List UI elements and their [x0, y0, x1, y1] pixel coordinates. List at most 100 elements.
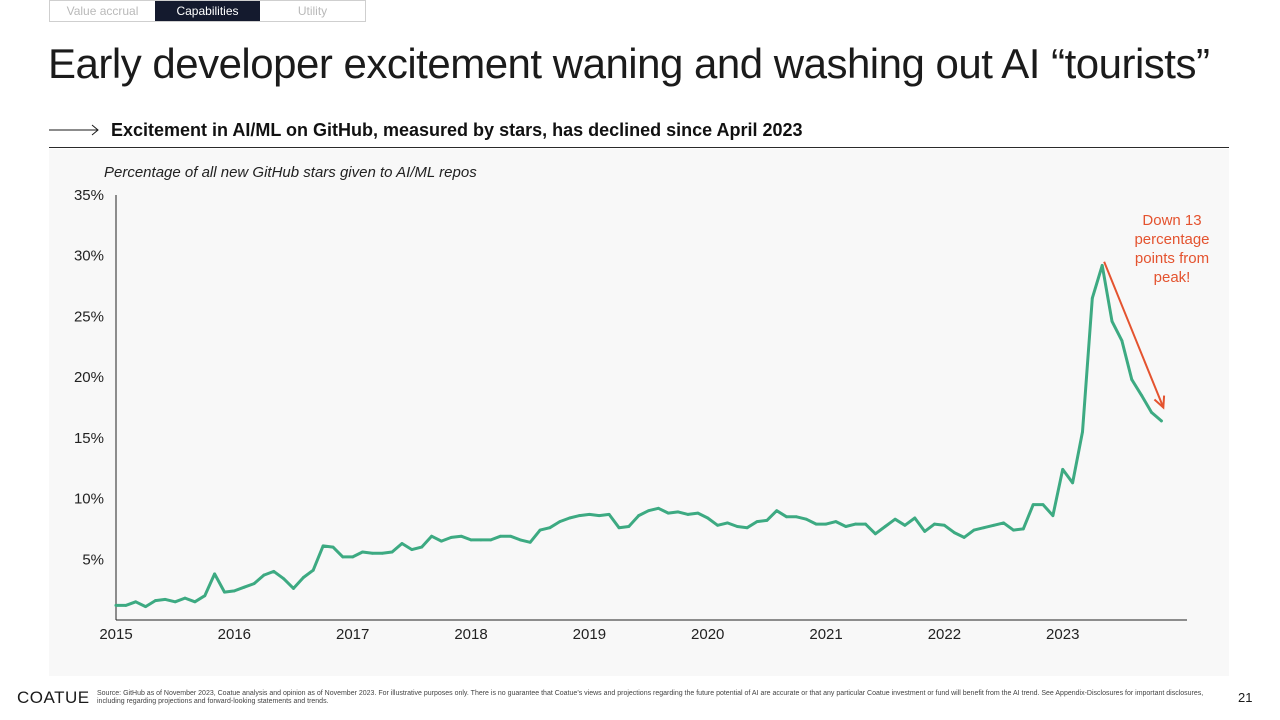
data-point: [1150, 410, 1153, 414]
data-point: [972, 528, 976, 532]
annotation-text: Down 13: [1142, 212, 1201, 229]
tab-value-accrual[interactable]: Value accrual: [66, 4, 139, 18]
data-point: [1021, 527, 1025, 531]
data-point: [528, 540, 532, 544]
data-point: [755, 520, 759, 524]
data-point: [311, 568, 315, 572]
data-point: [686, 512, 690, 516]
data-point: [232, 589, 236, 593]
data-point: [942, 523, 946, 527]
data-point: [183, 596, 187, 600]
data-point: [459, 534, 463, 538]
data-point: [726, 521, 729, 525]
data-point: [509, 534, 512, 538]
data-point: [479, 538, 483, 542]
data-point: [706, 516, 710, 520]
tab-capabilities[interactable]: Capabilities: [155, 1, 260, 21]
data-point: [341, 555, 345, 559]
data-point: [607, 512, 611, 516]
data-point: [568, 516, 572, 520]
annotation-arrowhead-icon: [1153, 395, 1166, 410]
data-point: [1071, 481, 1075, 485]
data-point: [1041, 503, 1045, 507]
annotation-text: points from: [1135, 250, 1209, 267]
data-point: [1090, 296, 1094, 300]
data-point: [637, 514, 641, 517]
data-point: [440, 539, 443, 543]
data-point: [844, 525, 848, 528]
subtitle-row: Excitement in AI/ML on GitHub, measured …: [49, 118, 1229, 148]
data-point: [292, 587, 295, 590]
data-point: [854, 522, 858, 526]
x-tick-label: 2020: [691, 626, 724, 643]
data-point: [134, 600, 138, 604]
y-tick-label: 5%: [82, 551, 104, 568]
data-point: [1110, 319, 1114, 323]
annotation-text: percentage: [1134, 231, 1209, 248]
x-tick-label: 2016: [218, 626, 251, 643]
data-point: [1002, 521, 1005, 525]
y-tick-label: 35%: [74, 187, 104, 204]
data-point: [834, 520, 838, 524]
data-point: [380, 551, 384, 555]
section-tabs: Value accrual Capabilities Utility: [49, 0, 366, 22]
line-chart: Percentage of all new GitHub stars given…: [74, 164, 1210, 643]
data-point: [982, 526, 986, 530]
data-point: [913, 516, 917, 520]
data-point: [1140, 393, 1144, 397]
x-tick-label: 2021: [809, 626, 842, 643]
data-point: [627, 525, 631, 528]
data-point: [242, 585, 246, 589]
annotation-arrow-line: [1103, 261, 1165, 408]
data-point: [144, 605, 147, 609]
data-point: [873, 532, 877, 536]
data-point: [587, 512, 591, 516]
data-point: [923, 529, 927, 533]
data-point: [400, 542, 404, 545]
data-point: [657, 506, 660, 510]
data-point: [864, 522, 867, 526]
y-tick-label: 15%: [74, 430, 104, 447]
annotation-text: peak!: [1154, 269, 1191, 286]
data-point: [351, 555, 355, 559]
data-point: [597, 514, 601, 517]
data-point: [745, 526, 749, 530]
y-tick-label: 10%: [74, 491, 104, 508]
data-point: [518, 538, 522, 542]
chart-title: Percentage of all new GitHub stars given…: [104, 164, 477, 181]
data-point: [390, 550, 394, 554]
data-point: [558, 520, 562, 524]
data-point: [163, 597, 167, 601]
data-point: [952, 531, 956, 534]
data-point: [1031, 503, 1035, 507]
data-point: [499, 534, 503, 538]
data-point: [962, 536, 966, 539]
data-point: [883, 525, 887, 528]
data-point: [1081, 430, 1084, 434]
x-tick-label: 2022: [928, 626, 961, 643]
page-number: 21: [1238, 690, 1253, 705]
data-point: [775, 509, 779, 513]
data-point: [430, 534, 433, 538]
data-point: [252, 582, 256, 585]
data-point: [371, 551, 374, 555]
data-point: [1120, 339, 1124, 343]
data-point: [282, 577, 286, 581]
data-point: [795, 515, 798, 519]
data-point: [538, 528, 542, 532]
data-point: [1159, 419, 1163, 423]
data-point: [272, 570, 276, 573]
coatue-logo: COATUE: [17, 688, 90, 707]
data-point: [893, 517, 897, 521]
data-point: [903, 523, 907, 527]
data-point: [666, 511, 670, 515]
data-point: [213, 572, 217, 576]
tab-utility[interactable]: Utility: [297, 4, 328, 18]
x-tick-label: 2019: [573, 626, 606, 643]
data-point: [933, 522, 936, 526]
data-point: [124, 604, 128, 607]
data-point: [410, 548, 414, 551]
data-point: [676, 510, 680, 514]
data-point: [420, 545, 424, 549]
source-note: Source: GitHub as of November 2023, Coat…: [97, 690, 1204, 705]
